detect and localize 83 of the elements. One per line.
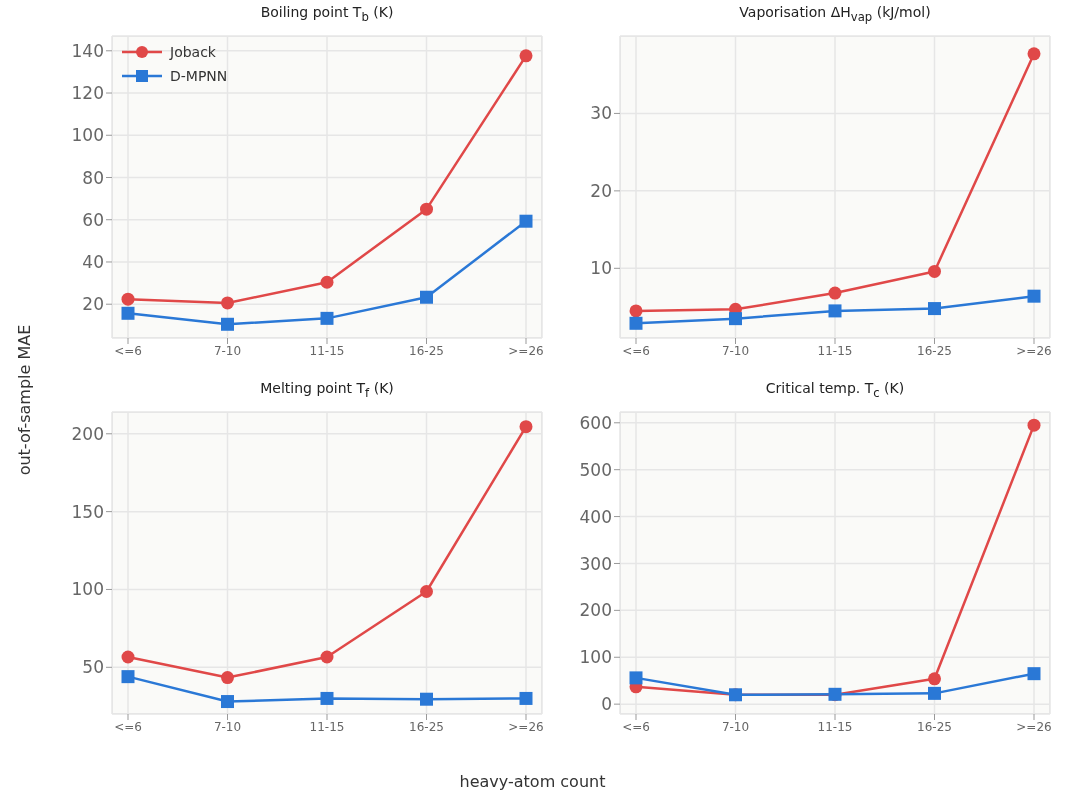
y-tick-label: 20 (82, 294, 104, 315)
point (420, 202, 433, 216)
x-tick-label: 11-15 (817, 719, 853, 734)
point (629, 316, 643, 330)
point (420, 692, 433, 706)
y-tick-label: 10 (590, 258, 612, 279)
x-tick-label: 11-15 (309, 719, 345, 734)
x-tick-label: 7-10 (213, 343, 242, 358)
x-tick-label: 7-10 (721, 343, 750, 358)
y-tick-label: 0 (601, 694, 612, 715)
point (519, 214, 533, 228)
point (1027, 289, 1041, 303)
x-tick-label: >=26 (508, 343, 544, 358)
point (320, 691, 334, 705)
point (519, 420, 533, 434)
point (928, 686, 941, 700)
point (629, 671, 643, 685)
x-tick-label: 16-25 (917, 719, 952, 734)
y-tick-label: 30 (590, 103, 612, 124)
point (121, 292, 135, 306)
x-tick-label: >=26 (508, 719, 544, 734)
chart-title: Critical temp. T$_{c}$ (K) (764, 380, 906, 400)
y-tick-label: 200 (579, 600, 612, 621)
point (828, 286, 842, 300)
y-tick-label: 100 (71, 579, 104, 600)
point (420, 290, 433, 304)
point (420, 584, 433, 598)
point (121, 650, 135, 664)
chart-title: Melting point T$_{f}$ (K) (259, 380, 395, 400)
x-tick-label: <=6 (114, 343, 142, 358)
point (221, 296, 234, 310)
point (519, 49, 533, 63)
point (221, 317, 234, 331)
point (121, 670, 135, 684)
x-tick-label: 16-25 (409, 343, 444, 358)
y-tick-label: 100 (579, 647, 612, 668)
x-tick-label: 7-10 (721, 719, 750, 734)
point (629, 304, 643, 318)
point (729, 312, 742, 326)
x-tick-label: 16-25 (917, 343, 952, 358)
x-tick-label: >=26 (1016, 719, 1052, 734)
y-tick-label: 40 (82, 252, 104, 273)
y-tick-label: 300 (579, 553, 612, 574)
y-tick-label: 150 (71, 501, 104, 522)
point (519, 691, 533, 705)
point (1027, 667, 1041, 681)
y-tick-label: 400 (579, 506, 612, 527)
point (1027, 47, 1041, 61)
point (121, 306, 135, 320)
point (928, 264, 941, 278)
x-tick-label: <=6 (622, 343, 650, 358)
y-tick-label: 20 (590, 180, 612, 201)
legend-label: Joback (170, 44, 216, 60)
point (1027, 418, 1041, 432)
y-tick-label: 100 (71, 125, 104, 146)
y-tick-label: 50 (82, 657, 104, 678)
point (320, 650, 334, 664)
point (828, 304, 842, 318)
legend-label: D-MPNN (170, 68, 228, 84)
y-tick-label: 140 (71, 40, 104, 61)
chart-title: Vaporisation ΔH$_{vap}$ (kJ/mol) (738, 4, 932, 24)
chart-title: Boiling point T$_{b}$ (K) (259, 4, 395, 24)
point (320, 275, 334, 289)
point (221, 695, 234, 709)
x-tick-label: <=6 (622, 719, 650, 734)
y-tick-label: 600 (579, 412, 612, 433)
x-tick-label: 11-15 (817, 343, 853, 358)
y-tick-label: 500 (579, 459, 612, 480)
x-tick-label: 7-10 (213, 719, 242, 734)
y-tick-label: 200 (71, 423, 104, 444)
y-tick-label: 80 (82, 167, 104, 188)
y-tick-label: 60 (82, 209, 104, 230)
x-axis-title: heavy-atom count (458, 772, 607, 791)
y-tick-label: 120 (71, 83, 104, 104)
point (928, 302, 941, 316)
x-tick-label: <=6 (114, 719, 142, 734)
x-tick-label: >=26 (1016, 343, 1052, 358)
y-axis-title: out-of-sample MAE (14, 324, 34, 476)
x-tick-label: 11-15 (309, 343, 345, 358)
point (320, 311, 334, 325)
point (221, 671, 234, 685)
point (928, 672, 941, 686)
x-tick-label: 16-25 (409, 719, 444, 734)
